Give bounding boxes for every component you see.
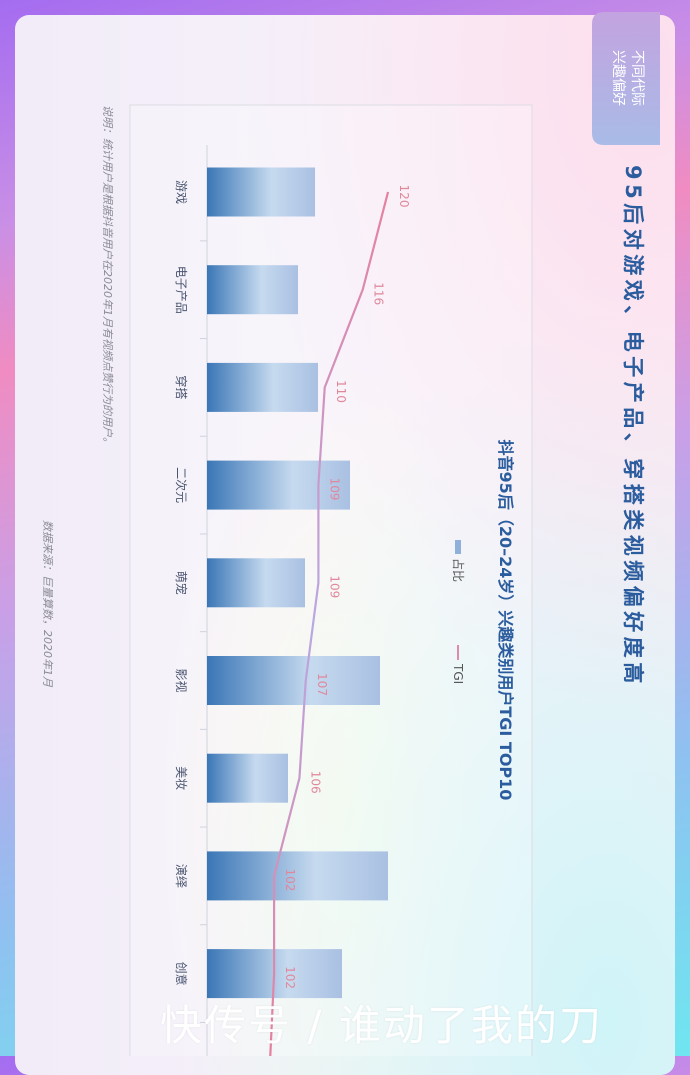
chart-note: 说明：统计用户是根据抖音用户在2020年1月有视频点赞行为的用户。: [101, 105, 114, 448]
legend-label-share: 占比: [451, 558, 466, 582]
bar-6: [207, 753, 288, 803]
tgi-value-label: 106: [308, 771, 322, 794]
category-label: 创意: [174, 962, 189, 986]
category-label: 游戏: [174, 180, 188, 204]
bar-5: [207, 656, 380, 705]
category-label: 影视: [174, 668, 189, 692]
page-headline: 95后对游戏、电子产品、穿搭类视频偏好度高: [621, 165, 645, 688]
section-badge: 不同代际 兴趣偏好: [592, 12, 660, 145]
tgi-value-label: 120: [397, 185, 411, 208]
bar-0: [207, 167, 315, 217]
category-label: 电子产品: [174, 266, 188, 314]
bar-7: [207, 851, 388, 901]
bar-2: [207, 362, 318, 412]
tgi-labels: 120 116 110 109 109 107 106 102 102: [283, 185, 411, 990]
category-label: 美妆: [174, 766, 188, 790]
bar-4: [207, 558, 305, 608]
category-label: 穿搭: [174, 375, 189, 399]
chart-title: 抖音95后（20–24岁）兴趣类别用户TGI TOP10: [496, 440, 515, 801]
bars-group: [200, 167, 388, 1023]
legend-label-tgi: TGI: [451, 663, 465, 684]
tgi-value-label: 109: [327, 575, 341, 598]
legend: 占比 TGI: [451, 540, 466, 684]
badge-line2: 兴趣偏好: [610, 50, 626, 106]
tgi-value-label: 116: [372, 282, 386, 305]
category-label: 二次元: [174, 467, 188, 503]
bar-3: [207, 460, 350, 510]
badge-bg: [592, 12, 660, 145]
tgi-value-label: 107: [315, 673, 329, 696]
tgi-value-label: 102: [283, 966, 297, 989]
badge-line1: 不同代际: [629, 50, 645, 106]
category-label: 演绎: [174, 864, 189, 888]
bar-1: [207, 265, 298, 315]
tgi-value-label: 102: [283, 868, 297, 891]
data-source: 数据来源：巨量算数，2020年1月: [41, 520, 54, 688]
legend-swatch-share: [455, 540, 461, 554]
tgi-value-label: 110: [334, 380, 348, 403]
tgi-line: [268, 191, 390, 1056]
tgi-value-label: 109: [327, 478, 341, 501]
watermark: 快传号 / 谁动了我的刀: [160, 1001, 603, 1050]
category-label: 萌宠: [174, 571, 189, 595]
